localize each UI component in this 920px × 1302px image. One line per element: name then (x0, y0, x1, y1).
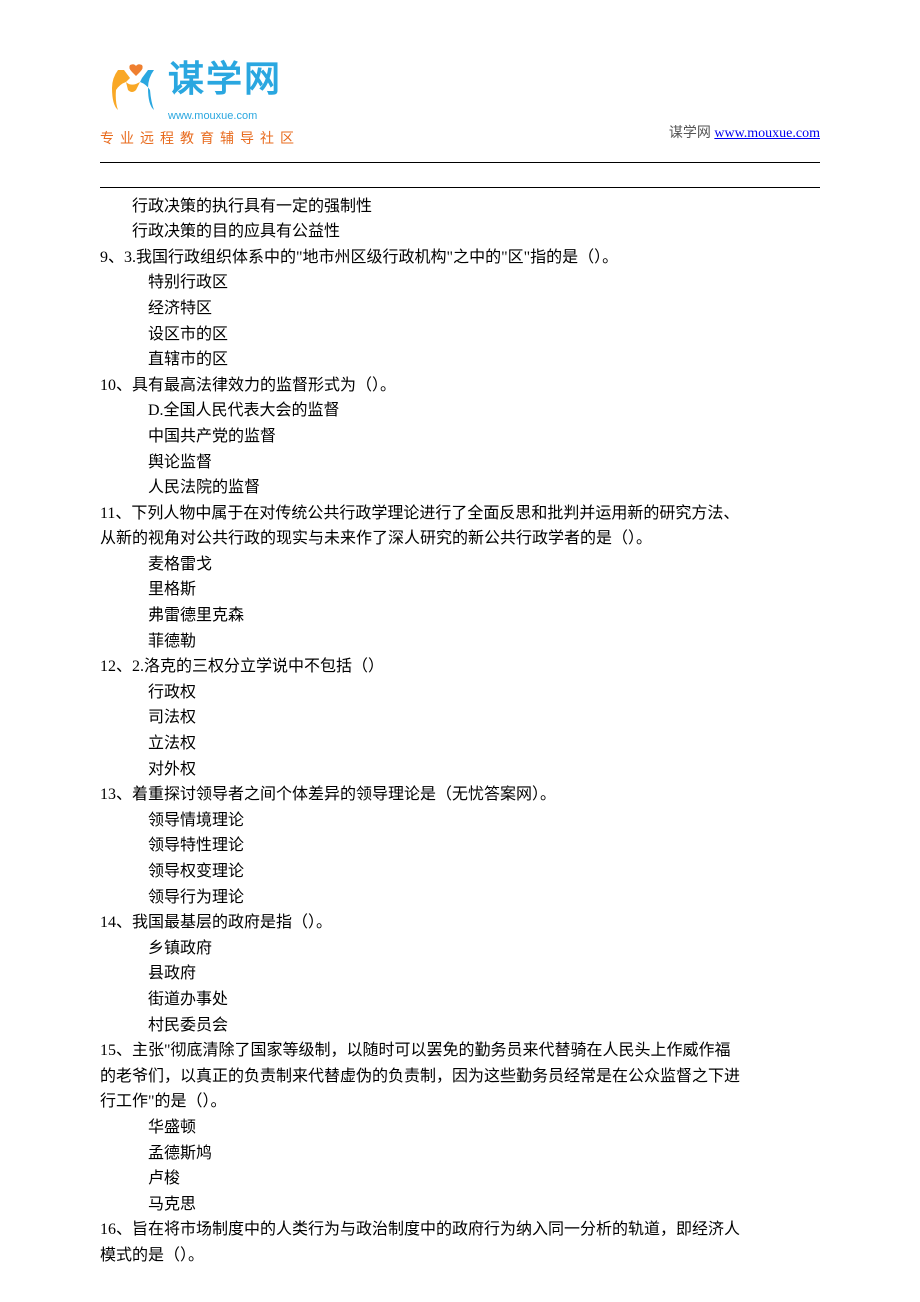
logo-url: www.mouxue.com (168, 108, 282, 126)
option: 直辖市的区 (100, 347, 820, 373)
option: 经济特区 (100, 296, 820, 322)
option: 卢梭 (100, 1166, 820, 1192)
question-13: 13、着重探讨领导者之间个体差异的领导理论是（无忧答案网）。 (100, 782, 820, 808)
option: 司法权 (100, 705, 820, 731)
question-11-line2: 从新的视角对公共行政的现实与未来作了深人研究的新公共行政学者的是（）。 (100, 526, 820, 552)
option: 人民法院的监督 (100, 475, 820, 501)
question-15-line1: 15、主张"彻底清除了国家等级制，以随时可以罢免的勤务员来代替骑在人民头上作威作… (100, 1038, 820, 1064)
option: 街道办事处 (100, 987, 820, 1013)
option: 领导行为理论 (100, 885, 820, 911)
header-right-label: 谋学网 (669, 126, 711, 141)
option: 领导情境理论 (100, 808, 820, 834)
page-header: 谋学网 www.mouxue.com 专业远程教育辅导社区 谋学网 www.mo… (0, 0, 920, 160)
option: 中国共产党的监督 (100, 424, 820, 450)
text-line: 行政决策的执行具有一定的强制性 (100, 194, 820, 220)
option: 乡镇政府 (100, 936, 820, 962)
option: 领导特性理论 (100, 833, 820, 859)
question-16-line1: 16、旨在将市场制度中的人类行为与政治制度中的政府行为纳入同一分析的轨道，即经济… (100, 1217, 820, 1243)
option: 设区市的区 (100, 322, 820, 348)
logo-text: 谋学网 www.mouxue.com (168, 50, 282, 125)
header-right: 谋学网 www.mouxue.com (669, 123, 820, 149)
logo-row: 谋学网 www.mouxue.com (100, 50, 300, 125)
question-11-line1: 11、下列人物中属于在对传统公共行政学理论进行了全面反思和批判并运用新的研究方法… (100, 501, 820, 527)
header-link[interactable]: www.mouxue.com (714, 126, 820, 141)
option: 孟德斯鸠 (100, 1141, 820, 1167)
option: 菲德勒 (100, 629, 820, 655)
question-16-line2: 模式的是（）。 (100, 1243, 820, 1269)
option: 领导权变理论 (100, 859, 820, 885)
question-9: 9、3.我国行政组织体系中的"地市州区级行政机构"之中的"区"指的是（）。 (100, 245, 820, 271)
option: D.全国人民代表大会的监督 (100, 398, 820, 424)
text-line: 行政决策的目的应具有公益性 (100, 219, 820, 245)
option: 麦格雷戈 (100, 552, 820, 578)
question-15-line3: 行工作"的是（）。 (100, 1089, 820, 1115)
option: 舆论监督 (100, 450, 820, 476)
question-12: 12、2.洛克的三权分立学说中不包括（） (100, 654, 820, 680)
option: 弗雷德里克森 (100, 603, 820, 629)
question-10: 10、具有最高法律效力的监督形式为（）。 (100, 373, 820, 399)
option: 行政权 (100, 680, 820, 706)
option: 立法权 (100, 731, 820, 757)
option: 华盛顿 (100, 1115, 820, 1141)
content: 行政决策的执行具有一定的强制性 行政决策的目的应具有公益性 9、3.我国行政组织… (0, 163, 920, 1269)
logo-cn: 谋学网 (168, 50, 282, 108)
question-14: 14、我国最基层的政府是指（）。 (100, 910, 820, 936)
content-top-divider (100, 187, 820, 188)
option: 对外权 (100, 757, 820, 783)
option: 马克思 (100, 1192, 820, 1218)
logo-tagline: 专业远程教育辅导社区 (100, 127, 300, 149)
logo-block: 谋学网 www.mouxue.com 专业远程教育辅导社区 (100, 50, 300, 150)
option: 县政府 (100, 961, 820, 987)
option: 里格斯 (100, 577, 820, 603)
logo-icon (100, 60, 160, 115)
question-15-line2: 的老爷们，以真正的负责制来代替虚伪的负责制，因为这些勤务员经常是在公众监督之下进 (100, 1064, 820, 1090)
option: 村民委员会 (100, 1013, 820, 1039)
option: 特别行政区 (100, 270, 820, 296)
